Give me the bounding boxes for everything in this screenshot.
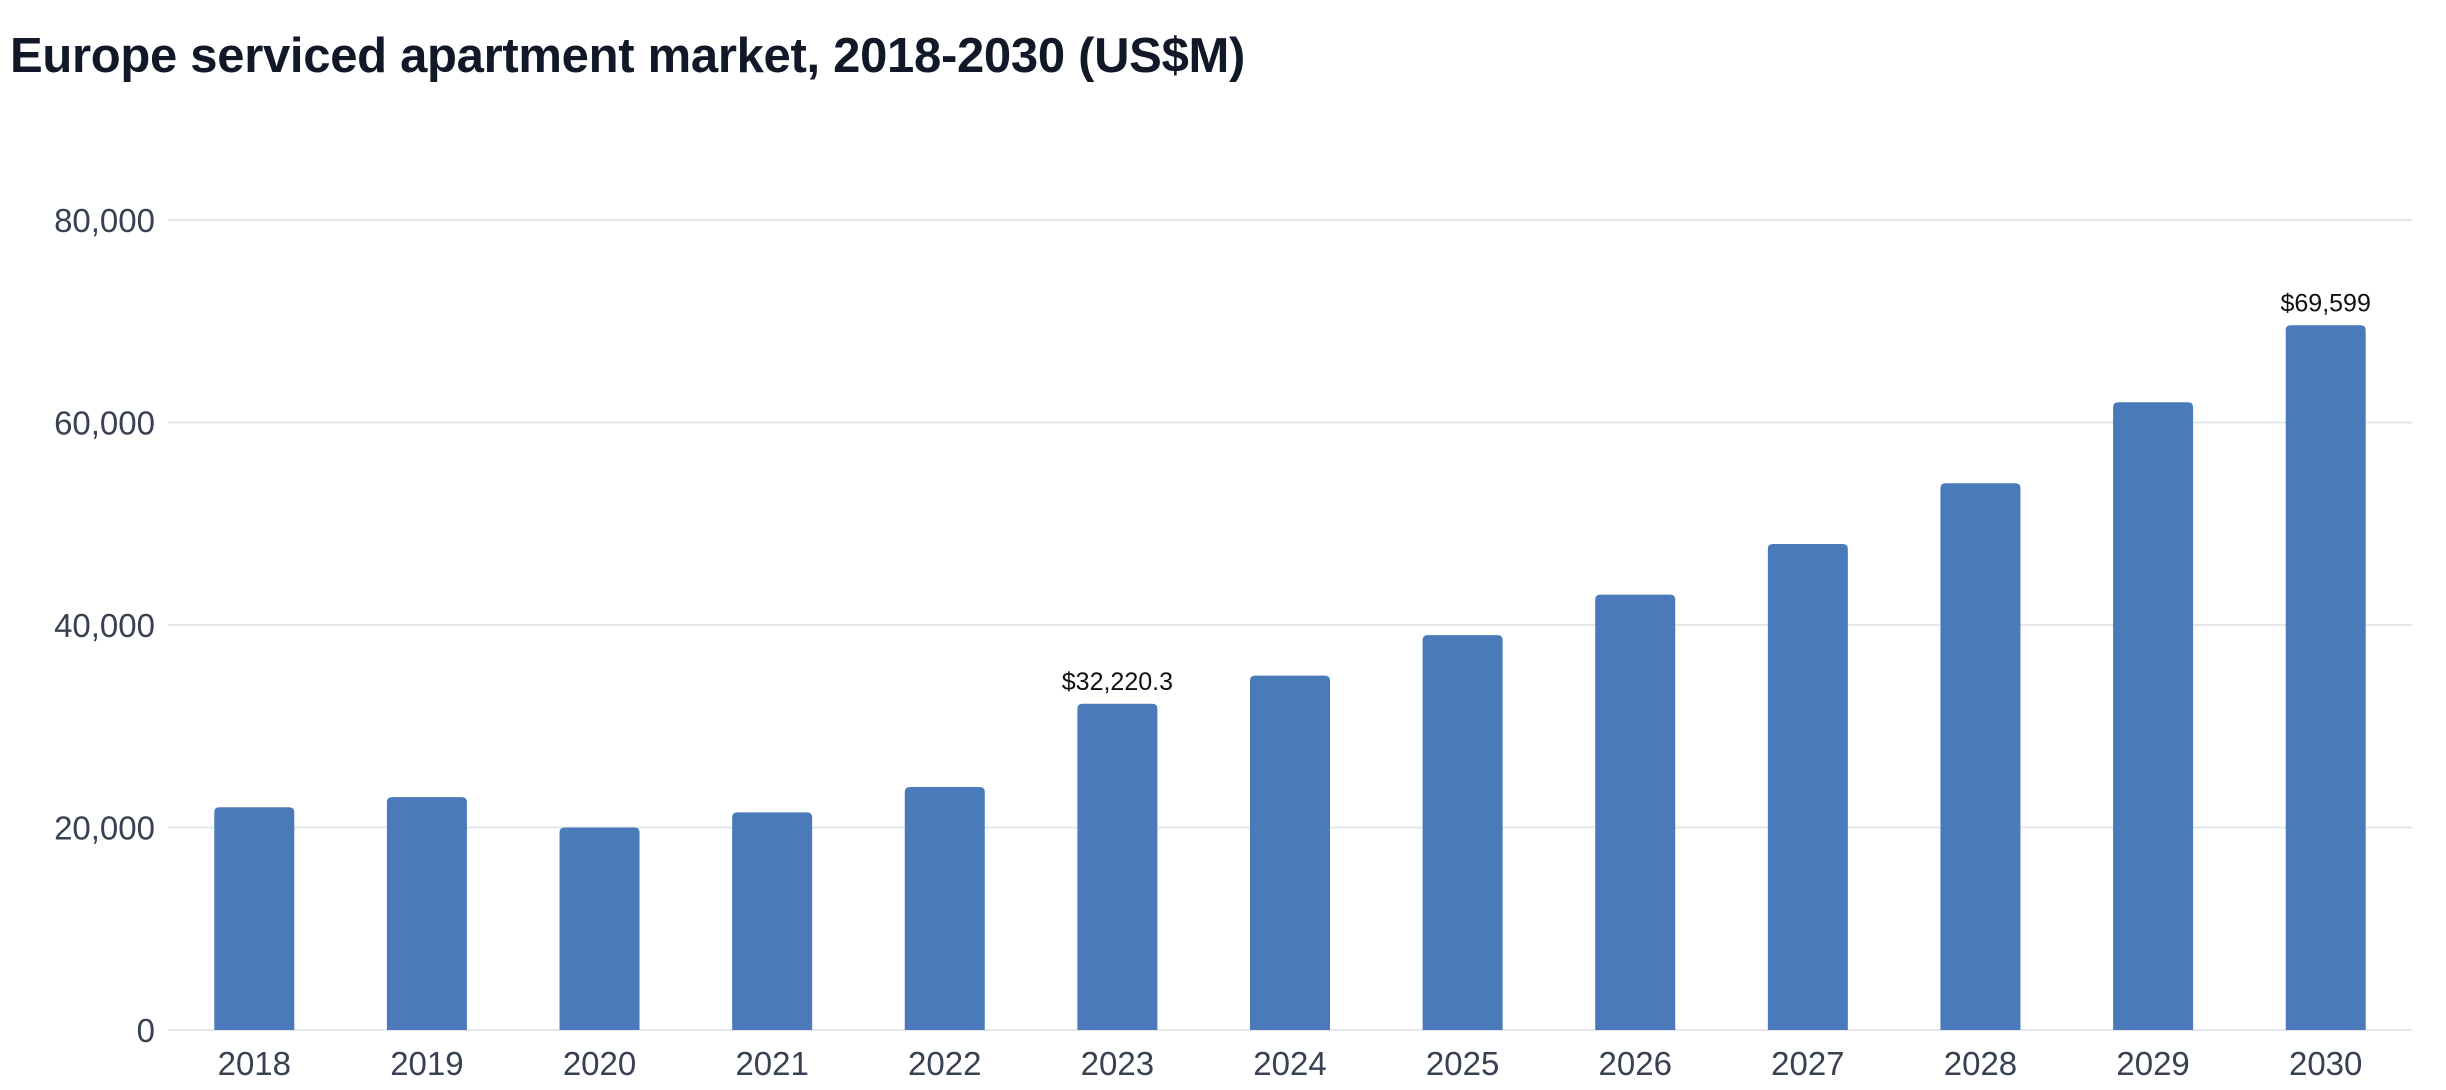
- bars: [214, 325, 2366, 1030]
- x-tick-label: 2023: [1081, 1045, 1154, 1082]
- x-tick-label: 2022: [908, 1045, 981, 1082]
- data-labels: $32,220.3 $69,599: [1062, 289, 2371, 695]
- bar-2026: [1595, 594, 1676, 1030]
- x-tick-label: 2019: [390, 1045, 463, 1082]
- x-tick-label: 2024: [1253, 1045, 1326, 1082]
- x-tick-label: 2025: [1426, 1045, 1499, 1082]
- bar-2022: [904, 787, 985, 1030]
- bar-2025: [1422, 635, 1503, 1030]
- y-tick-label: 40,000: [54, 607, 155, 644]
- bar-2023: [1077, 703, 1158, 1030]
- x-tick-label: 2028: [1944, 1045, 2017, 1082]
- bar-2021: [732, 812, 813, 1030]
- bar-2019: [386, 797, 467, 1030]
- x-axis-ticks: 2018 2019 2020 2021 2022 2023 2024 2025 2026 2027…: [218, 1045, 2363, 1082]
- data-label-2030: $69,599: [2281, 289, 2371, 317]
- y-tick-label: 80,000: [54, 202, 155, 239]
- bar-2030: [2285, 325, 2366, 1030]
- bar-2018: [214, 807, 295, 1030]
- x-tick-label: 2030: [2289, 1045, 2362, 1082]
- bar-2020: [559, 827, 640, 1030]
- y-tick-label: 0: [137, 1012, 155, 1049]
- chart-title: Europe serviced apartment market, 2018-2…: [10, 29, 1246, 83]
- data-label-2023: $32,220.3: [1062, 668, 1173, 696]
- x-tick-label: 2018: [218, 1045, 291, 1082]
- y-axis-ticks: 0 20,000 40,000 60,000 80,000: [54, 202, 155, 1049]
- x-tick-label: 2020: [563, 1045, 636, 1082]
- x-tick-label: 2029: [2116, 1045, 2189, 1082]
- bar-2029: [2113, 402, 2194, 1030]
- x-tick-label: 2026: [1599, 1045, 1672, 1082]
- bar-2024: [1250, 675, 1330, 1030]
- bar-2028: [1940, 483, 2021, 1030]
- y-tick-label: 20,000: [54, 810, 155, 847]
- y-tick-label: 60,000: [54, 405, 155, 442]
- x-tick-label: 2021: [735, 1045, 808, 1082]
- x-tick-label: 2027: [1771, 1045, 1844, 1082]
- bar-2027: [1767, 544, 1848, 1030]
